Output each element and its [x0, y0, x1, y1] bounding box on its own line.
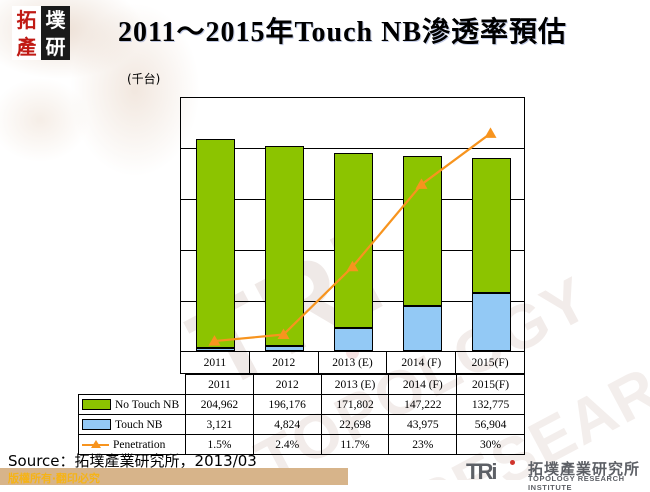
table-column-header: 2011 [185, 374, 254, 395]
tri-footer-logo: TRi 拓墣產業研究所 TOPOLOGY RESEARCH INSTITUTE [466, 458, 646, 492]
legend-line-marker-icon [82, 440, 109, 449]
bar-segment-touch-nb [472, 292, 511, 351]
chart-data-table: 2011 2012 2013 (E) 2014 (F) 2015(F) No Touch … [77, 374, 525, 455]
bar-group [472, 157, 511, 351]
legend-green-swatch-icon [82, 399, 111, 411]
penetration-marker [415, 178, 428, 189]
table-row: No Touch NB 204,962 196,176 171,802 147,222 1… [77, 394, 525, 415]
table-column-header: 2015(F) [456, 374, 525, 395]
tri-logo-mark: TRi [466, 459, 497, 484]
bar-segment-no-touch-nb [472, 157, 511, 293]
legend-label: No Touch NB [115, 398, 180, 411]
penetration-marker [346, 260, 359, 272]
bar-segment-touch-nb [265, 346, 304, 351]
category-axis-label: 2015(F) [471, 356, 509, 369]
category-axis: 2011 2012 2013 (E) 2014 (F) 2015(F) [180, 352, 525, 374]
tri-logo-name-en: TOPOLOGY RESEARCH INSTITUTE [528, 474, 625, 492]
table-cell: 22,698 [320, 414, 390, 435]
bar-segment-touch-nb [196, 347, 235, 351]
category-axis-label: 2011 [181, 352, 250, 373]
table-cell: 204,962 [185, 394, 254, 415]
table-row: Penetration 1.5% 2.4% 11.7% 23% 30% [77, 434, 525, 455]
penetration-line-layer [208, 127, 497, 346]
table-row-header: No Touch NB [77, 394, 187, 415]
legend-blue-swatch-icon [82, 419, 111, 431]
table-cell: 4,824 [252, 414, 322, 435]
table-cell: 147,222 [388, 394, 458, 415]
gridline [181, 97, 524, 98]
bar-segment-no-touch-nb [334, 152, 373, 328]
penetration-line [214, 132, 492, 343]
table-cell: 23% [388, 434, 458, 455]
table-row-header: Penetration [77, 434, 187, 455]
table-cell: 56,904 [456, 414, 525, 435]
copyright-bar [0, 468, 348, 485]
category-axis-label: 2013 (E) [319, 352, 388, 373]
penetration-marker [208, 335, 221, 346]
bar-segment-no-touch-nb [265, 146, 304, 347]
table-cell: 132,775 [456, 394, 525, 415]
table-column-header: 2013 (E) [320, 374, 390, 395]
penetration-marker [277, 328, 290, 340]
category-axis-label: 2014 (F) [387, 352, 457, 373]
tri-logo-name-cn: 拓墣產業研究所 [528, 460, 641, 478]
table-cell: 3,121 [185, 414, 254, 435]
logo-char-3: 產 [12, 33, 41, 60]
logo-char-2: 墣 [41, 6, 70, 33]
penetration-marker [484, 127, 497, 138]
gridline [181, 148, 524, 149]
logo-char-4: 研 [41, 33, 70, 60]
table-column-header: 2014 (F) [388, 374, 458, 395]
table-cell: 171,802 [320, 394, 390, 415]
category-axis-label: 2012 [250, 352, 319, 373]
table-header-row: 2011 2012 2013 (E) 2014 (F) 2015(F) [79, 374, 525, 395]
table-cell: 196,176 [252, 394, 322, 415]
bar-group [334, 152, 373, 351]
bar-group [265, 146, 304, 351]
source-note: Source：拓墣產業研究所，2013/03 [8, 452, 257, 470]
table-row-header: Touch NB [77, 414, 187, 435]
table-cell: 30% [456, 434, 525, 455]
table-column-header: 2012 [252, 374, 322, 395]
tri-brand-logo: 拓 墣 產 研 [12, 6, 70, 60]
bar-segment-touch-nb [403, 306, 442, 351]
y-axis-unit-label: (千台) [127, 72, 161, 86]
bar-segment-no-touch-nb [196, 138, 235, 348]
legend-label: Penetration [113, 438, 166, 451]
table-cell: 2.4% [252, 434, 322, 455]
tri-logo-dot-icon [510, 460, 515, 465]
bar-segment-touch-nb [334, 327, 373, 351]
copyright-text: 版權所有‧翻印必究 [8, 472, 100, 485]
table-cell: 43,975 [388, 414, 458, 435]
logo-char-1: 拓 [12, 6, 41, 33]
table-corner-cell [79, 375, 186, 395]
page-title: 2011～2015年Touch NB滲透率預估 [118, 17, 568, 48]
chart-plot-area: 050,000100,000150,000200,000250,0000%5%1… [180, 97, 525, 352]
table-row: Touch NB 3,121 4,824 22,698 43,975 56,904 [77, 414, 525, 435]
table-cell: 11.7% [320, 434, 390, 455]
bar-group [196, 138, 235, 351]
legend-label: Touch NB [115, 418, 163, 431]
table-cell: 1.5% [185, 434, 254, 455]
